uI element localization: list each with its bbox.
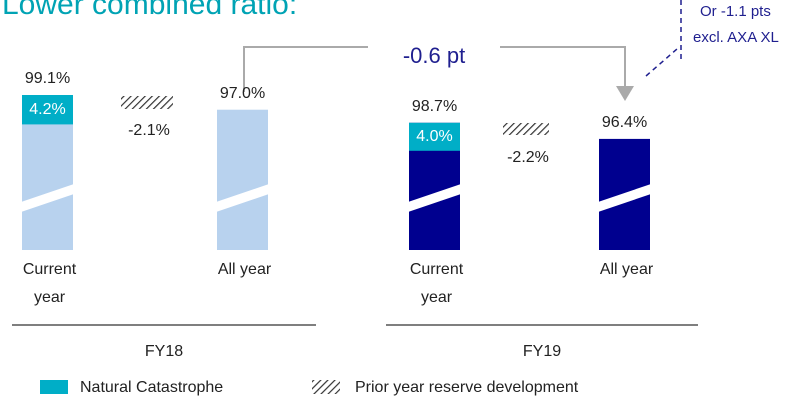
value-label: 96.4% (602, 114, 647, 131)
difference-label: -0.6 pt (403, 43, 465, 68)
prior-year-label: -2.1% (128, 122, 170, 139)
x-tick-label-line: Current (410, 261, 464, 278)
axis-break (21, 184, 74, 212)
note-connector (645, 0, 682, 77)
side-note: Or -1.1 pts (700, 3, 771, 20)
arrow-head (616, 86, 634, 101)
natcat-label: 4.0% (416, 128, 452, 145)
x-tick-label: Current year (410, 261, 464, 306)
prior-year-mark (121, 96, 173, 109)
bar (217, 109, 268, 250)
value-label: 98.7% (412, 98, 457, 115)
side-note: excl. AXA XL (693, 29, 779, 46)
prior-year-label: -2.2% (507, 149, 549, 166)
natcat-segment (22, 95, 73, 125)
axis-break (598, 184, 651, 212)
chart-title: Lower combined ratio: (2, 0, 297, 21)
x-tick-label: Current year (23, 261, 77, 306)
group-label: FY19 (523, 343, 561, 360)
axis-break (408, 184, 461, 212)
axis-break (216, 184, 269, 212)
x-tick-label-line: Current (23, 261, 77, 278)
x-tick-label-line: year (421, 289, 453, 306)
comparison-arrow (243, 46, 626, 92)
x-tick-label-line: year (34, 289, 66, 306)
value-label: 97.0% (220, 85, 265, 102)
x-tick-label: All year (218, 261, 272, 278)
natcat-segment (409, 122, 460, 151)
legend-label: Prior year reserve development (355, 379, 579, 396)
value-label: 99.1% (25, 70, 70, 87)
legend-swatch (312, 380, 340, 394)
natcat-label: 4.2% (29, 101, 65, 118)
x-tick-label: All year (600, 261, 654, 278)
prior-year-mark (503, 123, 549, 135)
legend-label: Natural Catastrophe (80, 379, 223, 396)
legend-swatch (40, 380, 68, 394)
group-label: FY18 (145, 343, 183, 360)
